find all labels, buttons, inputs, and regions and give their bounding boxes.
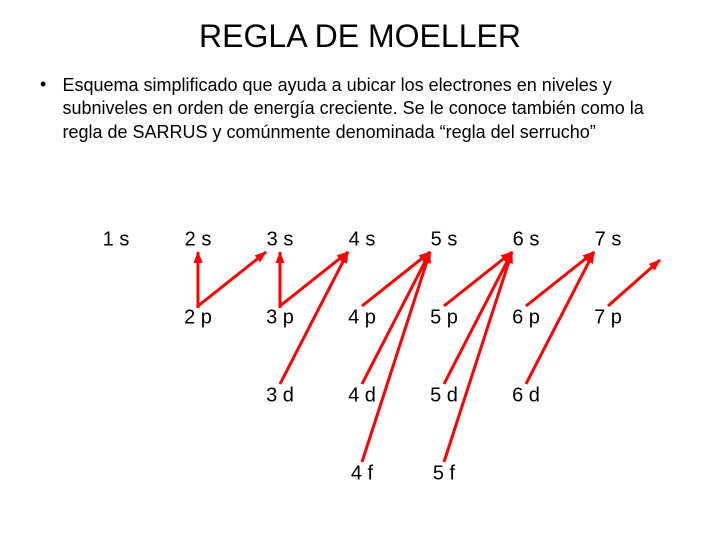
- bullet-text: Esquema simplificado que ayuda a ubicar …: [62, 74, 672, 144]
- arrow: [444, 252, 512, 306]
- arrow: [362, 252, 430, 462]
- orbital-5f: 5 f: [433, 463, 455, 486]
- orbital-4d: 4 d: [348, 385, 376, 408]
- slide-title: REGLA DE MOELLER: [0, 18, 720, 55]
- arrow: [362, 252, 430, 306]
- orbital-6p: 6 p: [512, 307, 540, 330]
- orbital-5s: 5 s: [431, 229, 458, 252]
- orbital-4f: 4 f: [351, 463, 373, 486]
- arrow: [526, 252, 594, 306]
- arrow: [280, 252, 348, 306]
- bullet-item: • Esquema simplificado que ayuda a ubica…: [40, 74, 680, 144]
- orbital-3p: 3 p: [266, 307, 294, 330]
- arrow: [608, 260, 660, 306]
- orbital-4s: 4 s: [349, 229, 376, 252]
- orbital-4p: 4 p: [348, 307, 376, 330]
- arrow: [198, 252, 266, 306]
- orbital-7p: 7 p: [594, 307, 622, 330]
- slide: REGLA DE MOELLER • Esquema simplificado …: [0, 0, 720, 540]
- orbital-7s: 7 s: [595, 229, 622, 252]
- bullet-marker: •: [40, 74, 58, 95]
- orbital-6d: 6 d: [512, 385, 540, 408]
- orbital-3s: 3 s: [267, 229, 294, 252]
- orbital-3d: 3 d: [266, 385, 294, 408]
- orbital-5p: 5 p: [430, 307, 458, 330]
- orbital-6s: 6 s: [513, 229, 540, 252]
- orbital-2s: 2 s: [185, 229, 212, 252]
- orbital-1s: 1 s: [103, 229, 130, 252]
- orbital-2p: 2 p: [184, 307, 212, 330]
- orbital-5d: 5 d: [430, 385, 458, 408]
- arrow: [444, 252, 512, 462]
